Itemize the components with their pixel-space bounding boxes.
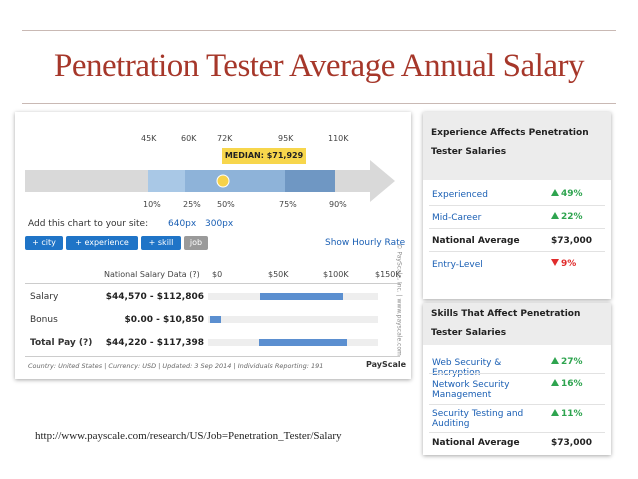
band-inner (185, 170, 285, 192)
row-sep (429, 251, 605, 252)
down-arrow (551, 259, 559, 266)
bottom-label: 10% (143, 200, 161, 209)
top-label: 60K (181, 134, 197, 143)
panel-label: Network Security Management (432, 380, 510, 400)
row-label: Total Pay (?) (30, 338, 93, 348)
median-dot (216, 174, 230, 188)
add-chart-text: Add this chart to your site: (28, 219, 149, 229)
brand: PayScale (366, 360, 407, 369)
table-header: $50K (268, 270, 289, 279)
top-rule (22, 30, 616, 31)
panel-label: Experienced (432, 190, 488, 200)
table-header: $0 (212, 270, 223, 279)
row-value: $44,220 - $117,398 (105, 338, 204, 348)
size-link[interactable]: 300px (205, 219, 234, 229)
panel-label: Web Security & Encryption (432, 358, 502, 378)
salary-band (25, 160, 395, 202)
copyright: © PayScale, Inc. | www.payscale.com (395, 243, 403, 356)
panel-value: 9% (561, 259, 577, 269)
filter-button[interactable]: job (184, 236, 208, 250)
row-sep (429, 228, 605, 229)
top-label: 110K (328, 134, 349, 143)
band-upper (285, 170, 335, 192)
panel-value: $73,000 (551, 236, 592, 246)
panel-value: 16% (561, 379, 583, 389)
row-sep (429, 205, 605, 206)
range-bar (210, 316, 221, 323)
table-header: National Salary Data (?) (104, 270, 200, 279)
up-arrow (551, 357, 559, 364)
panel-value: 11% (561, 409, 583, 419)
row-value: $0.00 - $10,850 (124, 315, 204, 325)
panel-label: Security Testing and Auditing (432, 409, 524, 429)
up-arrow (551, 379, 559, 386)
bottom-label: 90% (329, 200, 347, 209)
footer: Country: United States | Currency: USD |… (28, 362, 324, 370)
table-header: $150K (375, 270, 401, 279)
panel-value: 22% (561, 212, 583, 222)
bottom-label: 25% (183, 200, 201, 209)
row-sep (429, 404, 605, 405)
up-arrow (551, 409, 559, 416)
top-label: 72K (217, 134, 233, 143)
row-value: $44,570 - $112,806 (105, 292, 204, 302)
filter-button[interactable]: + city (25, 236, 63, 250)
top-label: 45K (141, 134, 157, 143)
panel-title: Experience Affects Penetration Tester Sa… (431, 128, 589, 157)
hourly-link[interactable]: Show Hourly Rate (325, 238, 406, 248)
bottom-rule (22, 103, 616, 104)
skills-panel: Skills That Affect Penetration Tester Sa… (423, 303, 611, 455)
table-rule (25, 356, 400, 357)
panel-label: National Average (432, 438, 520, 448)
range-bar (259, 339, 347, 346)
top-label: 95K (278, 134, 294, 143)
row-track (208, 316, 378, 323)
panel-label: Mid-Career (432, 213, 482, 223)
row-sep (429, 432, 605, 433)
panel-label: Entry-Level (432, 260, 483, 270)
up-arrow (551, 212, 559, 219)
row-sep (429, 373, 605, 374)
panel-label: National Average (432, 236, 520, 246)
filter-button[interactable]: + skill (141, 236, 181, 250)
row-label: Salary (30, 292, 59, 302)
panel-value: $73,000 (551, 438, 592, 448)
filter-button[interactable]: + experience (66, 236, 138, 250)
source-url[interactable]: http://www.payscale.com/research/US/Job=… (35, 430, 342, 442)
table-header: $100K (323, 270, 349, 279)
panel-title: Skills That Affect Penetration Tester Sa… (431, 309, 581, 338)
slide-title: Penetration Tester Average Annual Salary (54, 48, 584, 84)
size-link[interactable]: 640px (168, 219, 197, 229)
table-rule (25, 283, 400, 284)
panel-value: 27% (561, 357, 583, 367)
range-bar (260, 293, 343, 300)
up-arrow (551, 189, 559, 196)
median-callout: MEDIAN: $71,929 (222, 148, 306, 164)
row-label: Bonus (30, 315, 58, 325)
experience-panel: Experience Affects Penetration Tester Sa… (423, 112, 611, 299)
bottom-label: 50% (217, 200, 235, 209)
panel-value: 49% (561, 189, 583, 199)
panel-header (423, 303, 611, 345)
bottom-label: 75% (279, 200, 297, 209)
panel-header (423, 112, 611, 180)
